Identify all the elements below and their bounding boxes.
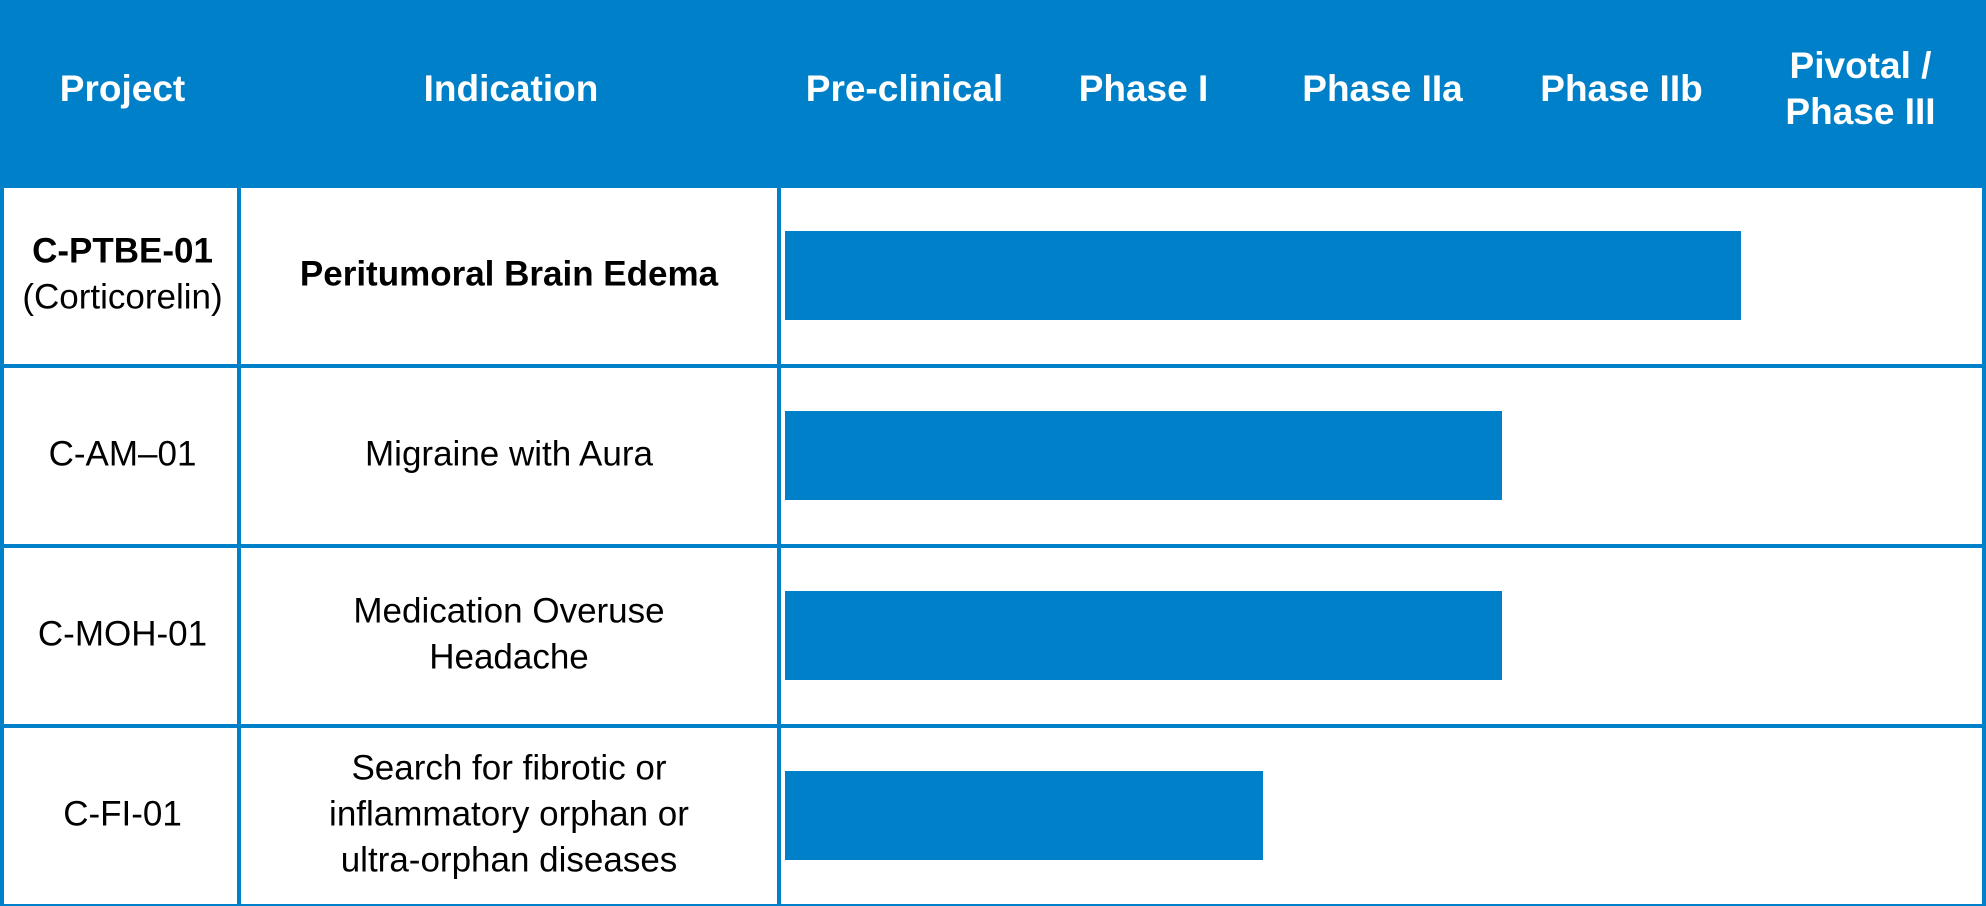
column-header: Project bbox=[60, 68, 185, 109]
progress-bar bbox=[785, 411, 1502, 500]
project-cell bbox=[4, 368, 237, 544]
indication-name: Headache bbox=[429, 637, 589, 676]
project-name: C-AM–01 bbox=[49, 434, 197, 473]
progress-bar bbox=[785, 231, 1741, 320]
project-cell bbox=[4, 548, 237, 724]
progress-bar bbox=[785, 591, 1502, 680]
header-band bbox=[0, 0, 1986, 184]
indication-name: Migraine with Aura bbox=[365, 434, 653, 473]
indication-name: inflammatory orphan or bbox=[329, 794, 689, 833]
indication-name: ultra-orphan diseases bbox=[341, 840, 678, 879]
phase-header: Phase IIb bbox=[1540, 68, 1702, 109]
project-name: C-FI-01 bbox=[63, 794, 182, 833]
progress-bar bbox=[785, 771, 1263, 860]
project-cell bbox=[4, 728, 237, 904]
project-name: (Corticorelin) bbox=[22, 277, 222, 316]
project-name: C-PTBE-01 bbox=[32, 231, 213, 270]
phase-header: Phase IIa bbox=[1302, 68, 1463, 109]
phase-header: Pre-clinical bbox=[806, 68, 1003, 109]
phase-header: Phase I bbox=[1079, 68, 1209, 109]
indication-name: Peritumoral Brain Edema bbox=[300, 254, 719, 293]
indication-name: Medication Overuse bbox=[353, 591, 664, 630]
phase-header: Phase III bbox=[1785, 91, 1935, 132]
phase-header: Pivotal / bbox=[1790, 45, 1932, 86]
indication-cell bbox=[241, 368, 777, 544]
indication-name: Search for fibrotic or bbox=[351, 748, 666, 787]
indication-cell bbox=[241, 548, 777, 724]
project-name: C-MOH-01 bbox=[38, 614, 207, 653]
indication-cell bbox=[241, 188, 777, 364]
column-header: Indication bbox=[424, 68, 599, 109]
indication-cell bbox=[241, 728, 777, 904]
project-cell bbox=[4, 188, 237, 364]
